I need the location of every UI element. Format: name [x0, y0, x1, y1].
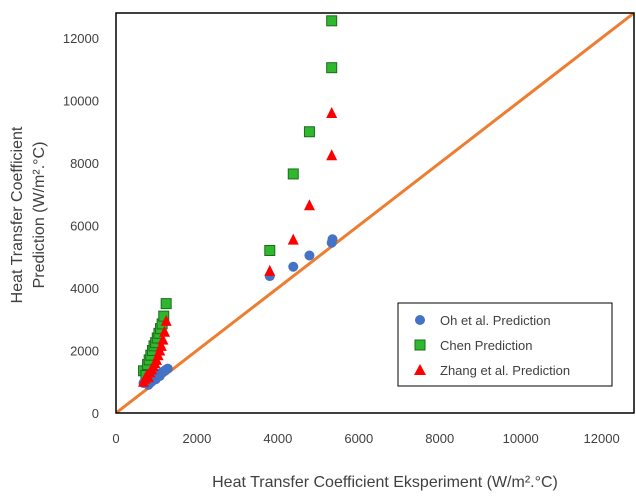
data-point-triangle — [303, 199, 315, 211]
data-point-circle — [288, 261, 299, 272]
reference-line-layer — [116, 13, 634, 413]
data-point-triangle — [287, 233, 299, 245]
data-point-triangle — [155, 339, 167, 351]
legend-label-zhang: Zhang et al. Prediction — [440, 363, 570, 378]
y-axis-title-line-1: Heat Transfer Coefficient — [9, 126, 26, 303]
data-point-square — [287, 168, 299, 180]
data-point-square — [264, 245, 276, 256]
y-tick-label: 2000 — [70, 344, 99, 359]
x-tick-label: 10000 — [503, 431, 539, 446]
legend: Oh et al. Prediction Chen Prediction Zha… — [397, 302, 613, 387]
legend-box — [397, 302, 613, 387]
x-tick-label: 8000 — [425, 431, 454, 446]
data-point-square — [326, 15, 338, 27]
data-point-triangle — [160, 314, 172, 326]
data-point-circle — [327, 234, 338, 245]
plot-area-border — [115, 12, 635, 414]
y-tick-label: 12000 — [63, 31, 99, 46]
y-axis-ticks: 0 2000 4000 6000 8000 10000 12000 — [63, 31, 99, 421]
data-point-triangle — [159, 325, 171, 337]
x-tick-label: 6000 — [344, 431, 373, 446]
data-point-circle — [304, 250, 315, 261]
x-axis-ticks: 0 2000 4000 6000 8000 10000 12000 — [112, 431, 619, 446]
data-point-square — [160, 298, 172, 310]
data-point-triangle — [157, 333, 169, 345]
x-tick-label: 2000 — [182, 431, 211, 446]
legend-marker-triangle — [414, 364, 426, 375]
y-tick-label: 0 — [92, 406, 99, 421]
data-point-square — [326, 62, 338, 74]
data-points-layer — [138, 15, 338, 390]
legend-marker-circle — [415, 315, 425, 325]
y-tick-label: 10000 — [63, 94, 99, 109]
y-axis-title: Heat Transfer Coefficient Prediction (W/… — [9, 126, 48, 303]
legend-label-chen: Chen Prediction — [440, 338, 533, 353]
x-tick-label: 4000 — [263, 431, 292, 446]
y-tick-label: 6000 — [70, 219, 99, 234]
data-point-triangle — [326, 149, 338, 161]
legend-marker-square — [414, 339, 426, 351]
data-point-triangle — [264, 264, 276, 276]
reference-line — [116, 13, 634, 413]
y-axis-title-line-2: Prediction (W/m².°C) — [31, 142, 48, 289]
data-point-circle — [162, 363, 173, 374]
y-tick-label: 8000 — [70, 156, 99, 171]
legend-label-oh: Oh et al. Prediction — [440, 313, 551, 328]
x-tick-label: 12000 — [584, 431, 620, 446]
y-tick-label: 4000 — [70, 281, 99, 296]
x-tick-label: 0 — [112, 431, 119, 446]
data-point-square — [303, 126, 315, 138]
x-axis-title: Heat Transfer Coefficient Eksperiment (W… — [212, 474, 558, 491]
data-point-triangle — [326, 107, 338, 118]
